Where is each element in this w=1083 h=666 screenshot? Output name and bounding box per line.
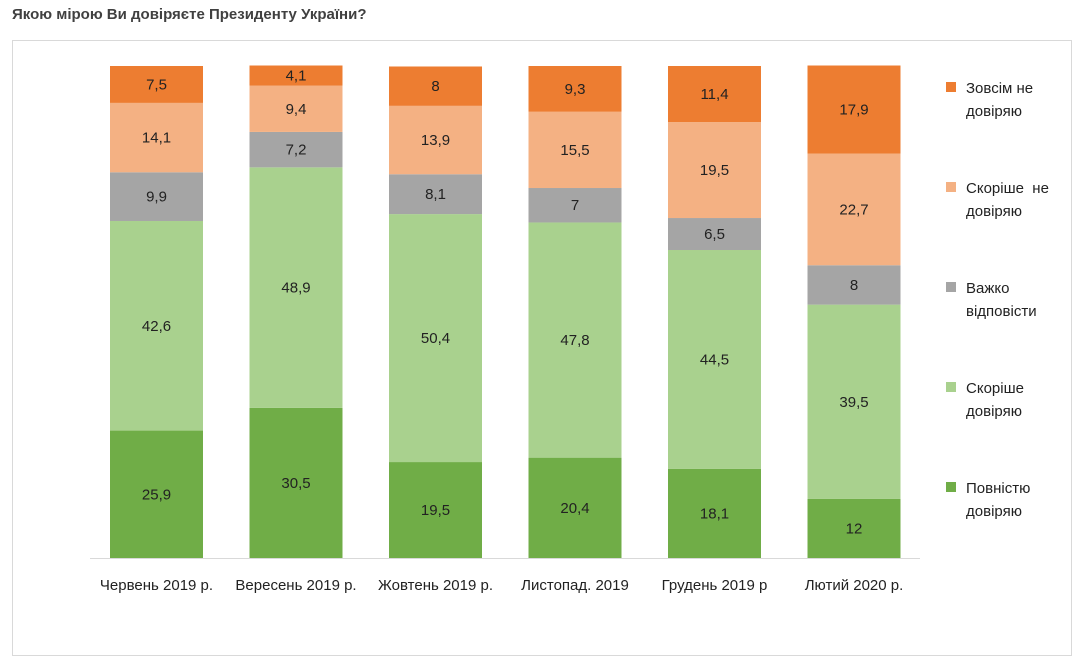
bar-segment	[249, 85, 343, 132]
bar-segment	[110, 66, 203, 103]
bar-segment	[807, 65, 901, 154]
data-label: 8	[431, 78, 439, 95]
bar-segment	[389, 214, 482, 463]
bar-segment	[528, 66, 622, 112]
data-label: 7	[571, 197, 579, 214]
data-label: 19,5	[700, 162, 729, 179]
bar-segment	[110, 172, 203, 221]
bar-segment	[389, 105, 482, 175]
data-label: 8,1	[425, 186, 446, 203]
bar-segment	[249, 65, 343, 86]
x-tick-label: Вересень 2019 р.	[235, 577, 356, 594]
data-label: 4,1	[286, 68, 307, 85]
data-label: 9,3	[565, 81, 586, 98]
data-label: 11,4	[700, 86, 728, 103]
bar-segment	[528, 188, 622, 223]
bar-segment	[249, 131, 343, 168]
x-tick-label: Грудень 2019 р	[662, 577, 768, 594]
x-tick-label: Жовтень 2019 р.	[378, 577, 493, 594]
data-label: 44,5	[700, 351, 729, 368]
data-label: 47,8	[560, 332, 589, 349]
legend-item: Повністю довіряю	[946, 477, 1076, 527]
legend-label: Скоріше довіряю	[966, 380, 1029, 420]
legend-swatch	[946, 82, 956, 92]
legend-swatch	[946, 482, 956, 492]
legend-item: Скоріше довіряю	[946, 377, 1076, 427]
bar-segment	[389, 66, 482, 106]
bar-segment	[528, 222, 622, 458]
bar-segment	[110, 102, 203, 173]
bar-segment	[389, 174, 482, 215]
x-tick-label: Лютий 2020 р.	[805, 577, 904, 594]
legend-item: Зовсім не довіряю	[946, 77, 1076, 127]
bar-segment	[668, 250, 761, 469]
legend-swatch	[946, 282, 956, 292]
data-label: 17,9	[839, 102, 868, 119]
legend-label: Важко відповісти	[966, 280, 1037, 320]
data-label: 50,4	[421, 330, 450, 347]
bar-segment	[668, 468, 761, 558]
legend-item: Скоріше не довіряю	[946, 177, 1076, 227]
bar-segment	[807, 498, 901, 558]
legend-swatch	[946, 382, 956, 392]
data-label: 18,1	[700, 505, 729, 522]
data-label: 13,9	[421, 132, 450, 149]
data-label: 19,5	[421, 502, 450, 519]
data-label: 25,9	[142, 486, 171, 503]
bar-segment	[668, 122, 761, 219]
bar-segment	[249, 167, 343, 408]
x-tick-label: Листопад. 2019	[521, 577, 629, 594]
bar-segment	[528, 457, 622, 558]
bar-segment	[389, 462, 482, 558]
data-label: 9,9	[146, 189, 167, 206]
data-label: 7,5	[146, 76, 167, 93]
bar-segment	[668, 66, 761, 123]
bar-segment	[110, 220, 203, 431]
data-label: 20,4	[560, 500, 589, 517]
legend-label: Повністю довіряю	[966, 480, 1035, 520]
bar-segment	[249, 407, 343, 558]
data-label: 8	[850, 277, 858, 294]
legend-swatch	[946, 182, 956, 192]
legend-label: Скоріше не довіряю	[966, 180, 1054, 220]
chart-title: Якою мірою Ви довіряєте Президенту Украї…	[12, 6, 367, 23]
data-label: 9,4	[286, 101, 307, 118]
bar-segment	[528, 111, 622, 189]
data-label: 22,7	[839, 201, 868, 218]
legend-label: Зовсім не довіряю	[966, 80, 1038, 120]
data-label: 39,5	[839, 394, 868, 411]
legend-item: Важко відповісти	[946, 277, 1076, 327]
bar-segment	[668, 218, 761, 251]
bar-segment	[807, 265, 901, 305]
data-label: 30,5	[281, 475, 310, 492]
bar-segment	[807, 304, 901, 499]
data-label: 7,2	[286, 142, 307, 159]
data-label: 42,6	[142, 318, 171, 335]
chart-frame	[12, 40, 1072, 656]
bar-segment	[110, 430, 203, 558]
data-label: 12	[846, 520, 863, 537]
bar-segment	[807, 153, 901, 266]
data-label: 14,1	[142, 130, 171, 147]
x-tick-label: Червень 2019 р.	[100, 577, 213, 594]
data-label: 48,9	[281, 280, 310, 297]
data-label: 15,5	[560, 142, 589, 159]
data-label: 6,5	[704, 226, 725, 243]
